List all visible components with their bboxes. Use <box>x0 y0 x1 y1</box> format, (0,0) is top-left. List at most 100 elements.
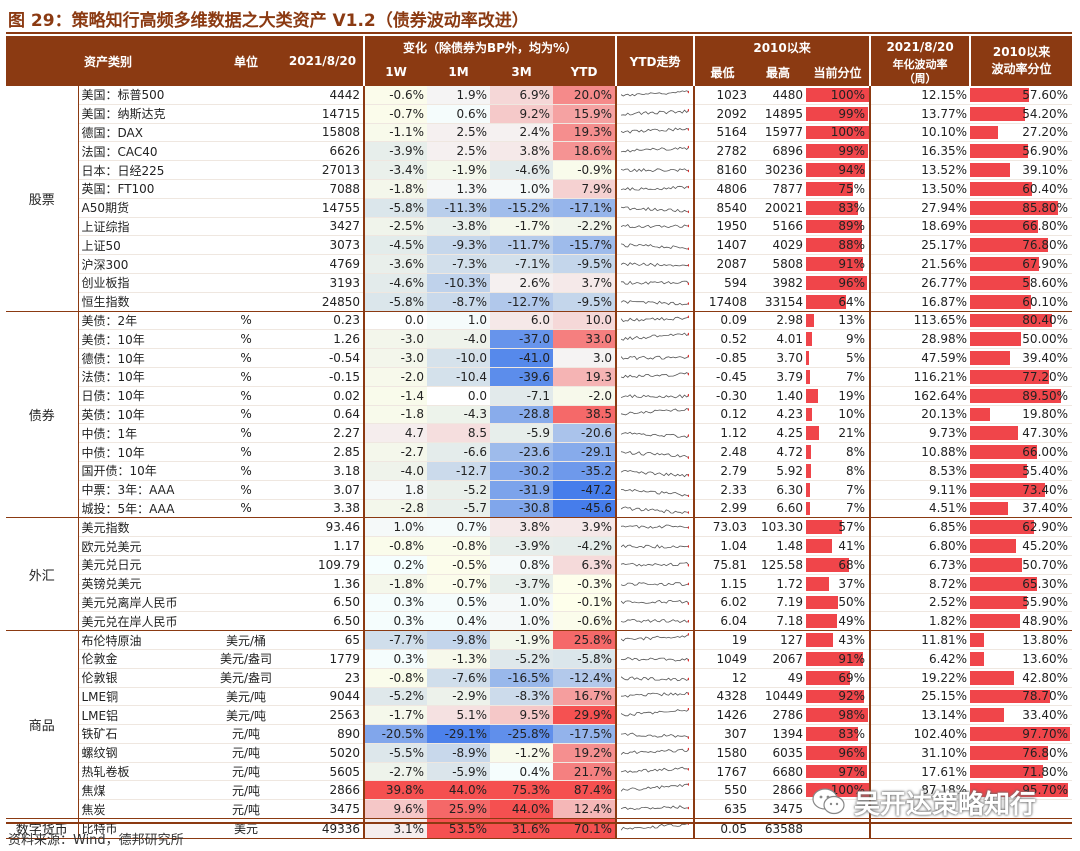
percentile-bar <box>970 764 1044 779</box>
percentile-bar <box>970 651 984 666</box>
change-w1: -3.0 <box>363 348 428 368</box>
current-percentile: 19% <box>806 386 871 406</box>
low-since-2010: -0.30 <box>693 386 751 406</box>
current-percentile: 75% <box>806 179 871 199</box>
percentile-value: 78.70% <box>1022 689 1069 704</box>
annualized-vol: 13.50% <box>869 179 971 199</box>
high-since-2010: 3.70 <box>750 348 807 368</box>
change-ytd: -0.6% <box>553 611 617 632</box>
change-m1: -5.2 <box>427 480 491 500</box>
vol-percentile: 19.80% <box>970 405 1073 425</box>
percentile-value: 64% <box>838 294 866 309</box>
current-value: 5605 <box>282 762 365 782</box>
asset-name: LME铜 <box>77 687 211 707</box>
annualized-vol: 13.77% <box>869 104 971 124</box>
vol-percentile: 95.70% <box>970 780 1073 801</box>
table-row: 外汇 美元指数 93.46 1.0% 0.7% 3.8% 3.9% 73.03 103.30 57… <box>6 517 1073 632</box>
change-m3: 2.6% <box>490 273 554 293</box>
change-m3: -1.7% <box>490 217 554 237</box>
low-since-2010: 5164 <box>693 123 751 143</box>
annualized-vol: 6.80% <box>869 536 971 556</box>
change-m3: -16.5% <box>490 668 554 688</box>
percentile-value: 92% <box>838 689 866 704</box>
percentile-bar <box>970 181 1032 196</box>
ytd-trend <box>615 668 695 688</box>
vol-percentile: 89.50% <box>970 386 1073 406</box>
low-since-2010: 19 <box>693 630 751 650</box>
low-since-2010: 8540 <box>693 198 751 218</box>
change-m3: -7.1 <box>490 386 554 406</box>
change-w1: -3.0 <box>363 329 428 350</box>
current-percentile: 91% <box>806 649 871 669</box>
current-value: 2563 <box>282 705 365 726</box>
change-m1: -4.0 <box>427 329 491 350</box>
ytd-sparkline <box>621 619 690 624</box>
asset-unit: 元/吨 <box>210 762 283 782</box>
current-percentile: 49% <box>806 611 871 632</box>
change-m3: 9.2% <box>490 104 554 124</box>
change-ytd: -0.9% <box>553 160 617 180</box>
asset-name: 创业板指 <box>77 273 211 293</box>
change-ytd: 21.7% <box>553 762 617 782</box>
low-since-2010: 73.03 <box>693 517 751 538</box>
current-value: 4442 <box>282 86 365 105</box>
percentile-bar <box>970 539 1017 553</box>
change-ytd: 3.0 <box>553 348 617 368</box>
change-w1: -4.0 <box>363 461 428 481</box>
change-m1: -10.3% <box>427 273 491 293</box>
change-m3: 9.5% <box>490 705 554 726</box>
ytd-sparkline <box>621 783 690 793</box>
annualized-vol: 6.85% <box>869 517 971 538</box>
table-row: 焦煤 元/吨 2866 39.8% 44.0% 75.3% 87.4% 550 2866 100%… <box>6 780 1073 801</box>
table-row: 恒生指数 24850 -5.8% -8.7% -12.7% -9.5% 17408 33154… <box>6 292 1073 312</box>
ytd-trend <box>615 235 695 256</box>
change-m3: -11.7% <box>490 235 554 256</box>
percentile-bar <box>970 369 1049 384</box>
ytd-sparkline <box>621 243 690 251</box>
ytd-trend <box>615 405 695 425</box>
percentile-value: 83% <box>838 726 866 741</box>
asset-name: 布伦特原油 <box>77 630 211 650</box>
change-m3: -5.2% <box>490 649 554 669</box>
percentile-value: 71.80% <box>1022 764 1069 779</box>
percentile-bar <box>970 125 998 140</box>
table-row: 美元兑日元 109.79 0.2% -0.5% 0.8% 6.3% 75.81 125.58 6… <box>6 555 1073 575</box>
ytd-trend <box>615 724 695 744</box>
percentile-value: 62.90% <box>1022 520 1069 535</box>
vol-percentile: 78.70% <box>970 687 1073 707</box>
low-since-2010: 4328 <box>693 687 751 707</box>
change-m1: -5.9% <box>427 762 491 782</box>
current-percentile: 57% <box>806 517 871 538</box>
percentile-value: 10% <box>838 407 866 422</box>
change-ytd: -17.1% <box>553 198 617 218</box>
annualized-vol: 113.65% <box>869 311 971 331</box>
percentile-value: 9% <box>846 332 866 347</box>
asset-unit <box>210 611 283 632</box>
percentile-value: 77.20% <box>1022 369 1069 384</box>
annualized-vol: 87.18% <box>869 780 971 801</box>
annualized-vol: 47.59% <box>869 348 971 368</box>
change-w1: -2.0 <box>363 367 428 387</box>
high-since-2010: 6.30 <box>750 480 807 500</box>
asset-unit: 元/吨 <box>210 799 283 820</box>
ytd-sparkline <box>621 561 690 567</box>
asset-unit: 元/吨 <box>210 743 283 763</box>
percentile-bar <box>806 369 811 384</box>
table-row: 焦炭 元/吨 3475 9.6% 25.9% 44.0% 12.4% 635 3475 <box>6 799 1073 820</box>
change-m1: -0.5% <box>427 555 491 575</box>
change-m1: 0.6% <box>427 104 491 124</box>
asset-name: 法国：CAC40 <box>77 141 211 162</box>
asset-name: 美元兑离岸人民币 <box>77 593 211 613</box>
current-value: -0.54 <box>282 348 365 368</box>
percentile-value: 96% <box>838 275 866 290</box>
ytd-trend <box>615 329 695 350</box>
current-percentile: 43% <box>806 630 871 650</box>
percentile-value: 91% <box>838 651 866 666</box>
current-value: 0.23 <box>282 311 365 331</box>
ytd-trend <box>615 86 695 105</box>
high-since-2010: 4.25 <box>750 423 807 444</box>
ytd-trend <box>615 217 695 237</box>
change-m1: -10.0 <box>427 348 491 368</box>
current-percentile: 88% <box>806 235 871 256</box>
current-value: 6.50 <box>282 593 365 613</box>
